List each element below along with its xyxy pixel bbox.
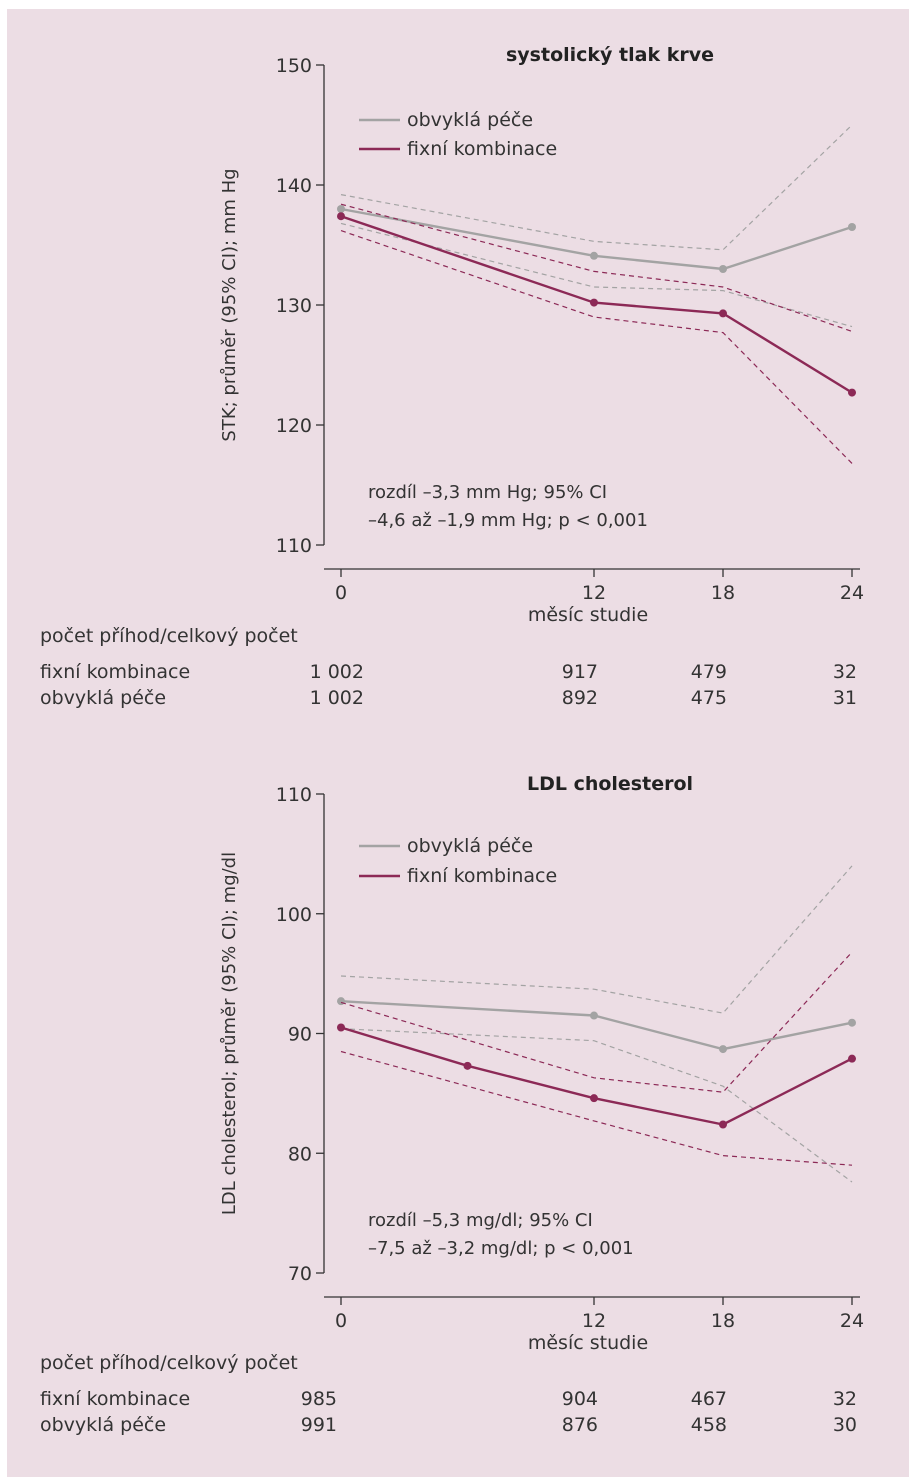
series-ci-lower-usual <box>340 1028 853 1183</box>
series-ci-upper-fixed <box>340 951 853 1093</box>
y-tick-label: 110 <box>276 784 312 806</box>
data-point-fixed <box>337 212 345 221</box>
x-tick-label: 24 <box>840 1310 864 1332</box>
table-cell: 458 <box>691 1414 727 1436</box>
chart-title: systolický tlak krve <box>506 44 714 66</box>
difference-annotation: rozdíl –5,3 mg/dl; 95% CI <box>368 1210 593 1231</box>
table-row-label: obvyklá péče <box>40 687 166 709</box>
table-cell: 475 <box>691 687 727 709</box>
y-tick-label: 80 <box>288 1143 312 1165</box>
x-tick-label: 0 <box>335 582 347 604</box>
figure-svg: systolický tlak krve110120130140150STK; … <box>40 44 864 1436</box>
data-point-fixed <box>719 309 727 318</box>
x-tick-label: 24 <box>840 582 864 604</box>
y-tick-label: 70 <box>288 1263 312 1285</box>
difference-annotation: rozdíl –3,3 mm Hg; 95% CI <box>368 482 607 503</box>
chart-panel-1: systolický tlak krve110120130140150STK; … <box>40 44 864 709</box>
series-ci-upper-usual <box>340 865 853 1014</box>
data-point-usual <box>337 205 345 213</box>
data-point-usual <box>337 997 345 1006</box>
data-point-fixed <box>463 1061 472 1070</box>
table-cell: 985 <box>301 1388 337 1410</box>
table-cell: 31 <box>833 687 857 709</box>
x-tick-label: 18 <box>711 582 735 604</box>
x-axis-label: měsíc studie <box>528 604 648 626</box>
data-point-usual <box>719 265 727 273</box>
data-point-fixed <box>848 1054 856 1063</box>
y-tick-label: 90 <box>288 1024 312 1046</box>
series-ci-upper-usual <box>340 124 853 251</box>
table-row-label: obvyklá péče <box>40 1414 166 1436</box>
table-cell: 32 <box>833 661 857 683</box>
series-ci-lower-usual <box>340 222 853 328</box>
table-cell: 30 <box>833 1414 857 1436</box>
table-header: počet příhod/celkový počet <box>40 625 298 647</box>
difference-annotation: –4,6 až –1,9 mm Hg; p < 0,001 <box>368 510 648 531</box>
y-tick-label: 140 <box>276 175 312 197</box>
data-point-fixed <box>719 1120 727 1129</box>
table-cell: 479 <box>691 661 727 683</box>
table-cell: 904 <box>562 1388 598 1410</box>
y-axis-label: STK; průměr (95% CI); mm Hg <box>219 168 240 441</box>
table-row-label: fixní kombinace <box>40 1388 190 1410</box>
table-cell: 917 <box>562 661 598 683</box>
data-point-usual <box>719 1045 727 1054</box>
table-cell: 1 002 <box>310 687 364 709</box>
legend-label-fixed: fixní kombinace <box>407 138 557 160</box>
y-axis-label: LDL cholesterol; průměr (95% CI); mg/dl <box>219 852 240 1215</box>
legend-label-usual: obvyklá péče <box>407 835 533 857</box>
chart-panel-2: LDL cholesterol 70 80 90 100 110 LDL cholester… <box>40 773 864 1436</box>
table-cell: 892 <box>562 687 598 709</box>
y-tick-label: 150 <box>276 55 312 77</box>
series-ci-lower-fixed <box>340 230 853 464</box>
chart-title: LDL cholesterol <box>527 773 693 795</box>
y-tick-label: 120 <box>276 415 312 437</box>
series-line-fixed <box>340 215 853 394</box>
table-cell: 32 <box>833 1388 857 1410</box>
data-point-usual <box>848 1018 856 1027</box>
series-ci-lower-fixed <box>340 1050 853 1166</box>
table-header: počet příhod/celkový počet <box>40 1352 298 1374</box>
table-cell: 876 <box>562 1414 598 1436</box>
x-tick-label: 0 <box>335 1310 347 1332</box>
data-point-fixed <box>337 1023 345 1032</box>
x-tick-label: 12 <box>582 1310 606 1332</box>
x-tick-label: 12 <box>582 582 606 604</box>
series-line-usual <box>340 207 853 271</box>
data-point-usual <box>590 251 598 260</box>
difference-annotation: –7,5 až –3,2 mg/dl; p < 0,001 <box>368 1238 634 1259</box>
data-point-fixed <box>590 298 598 307</box>
series-ci-upper-fixed <box>340 203 853 332</box>
table-cell: 1 002 <box>310 661 364 683</box>
data-point-usual <box>848 223 856 231</box>
x-tick-label: 18 <box>711 1310 735 1332</box>
table-row-label: fixní kombinace <box>40 661 190 683</box>
figure-panel: systolický tlak krve 110 120 130 140 150 STK; … <box>7 9 909 1477</box>
series-line-usual <box>340 1000 853 1051</box>
legend-label-fixed: fixní kombinace <box>407 865 557 887</box>
table-cell: 991 <box>301 1414 337 1436</box>
y-tick-label: 100 <box>276 904 312 926</box>
data-point-fixed <box>590 1094 598 1103</box>
data-point-fixed <box>848 388 856 397</box>
y-tick-label: 110 <box>276 535 312 557</box>
table-cell: 467 <box>691 1388 727 1410</box>
y-tick-label: 130 <box>276 295 312 317</box>
legend-label-usual: obvyklá péče <box>407 109 533 131</box>
x-axis-label: měsíc studie <box>528 1332 648 1354</box>
data-point-usual <box>590 1011 598 1020</box>
